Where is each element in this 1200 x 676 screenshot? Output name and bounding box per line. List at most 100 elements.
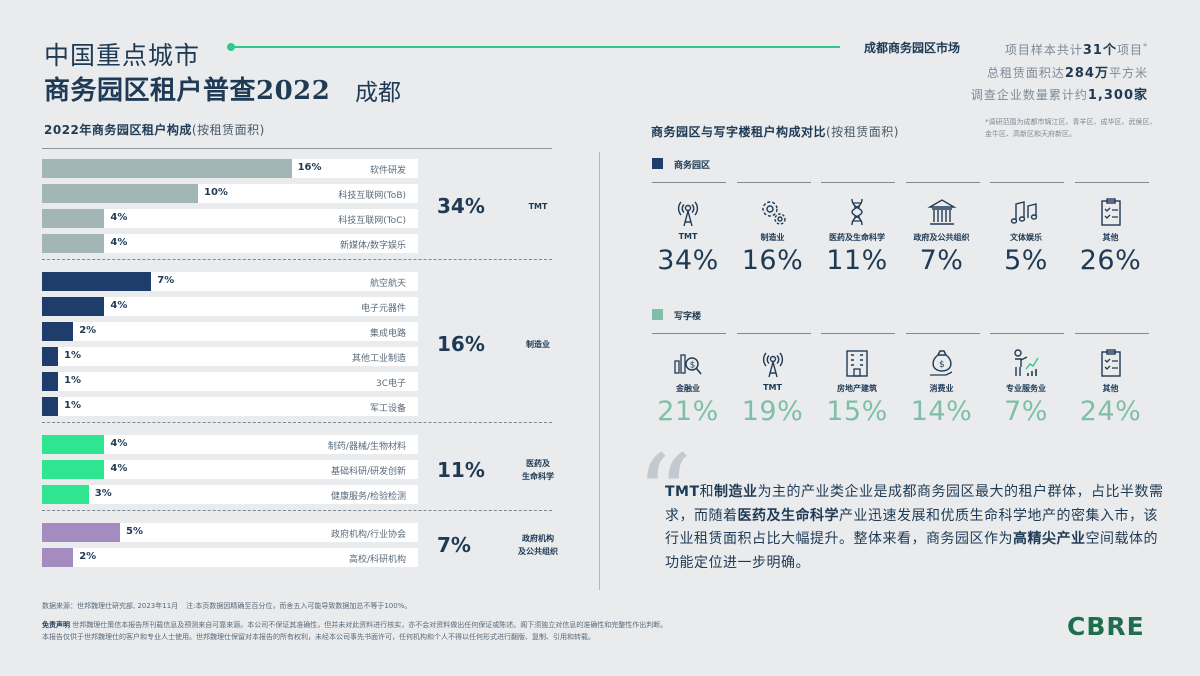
office-legend-swatch xyxy=(652,309,663,320)
bar-category-label: 科技互联网(ToC) xyxy=(338,216,406,226)
bar-value-label: 1% xyxy=(64,350,81,361)
bar-category-label: 科技互联网(ToB) xyxy=(338,191,406,201)
data-source: 数据来源：世邦魏理仕研究部, 2023年11月 xyxy=(42,602,179,610)
cell-top-rule xyxy=(736,182,811,183)
left-chart-rule xyxy=(42,148,552,149)
composition-cell: $ 消费业 14% xyxy=(905,333,980,427)
bar-row: 1% 军工设备 xyxy=(42,397,418,416)
bar-row: 1% 3C电子 xyxy=(42,372,418,391)
bar-value-label: 4% xyxy=(110,463,128,474)
bar xyxy=(42,460,105,479)
vertical-divider xyxy=(599,152,600,590)
composition-cell: 其他 24% xyxy=(1074,333,1149,427)
park-legend-swatch xyxy=(652,158,663,169)
bar-value-label: 4% xyxy=(110,212,128,223)
bar-category-label: 健康服务/检验检测 xyxy=(330,492,406,502)
bar-row: 10% 科技互联网(ToB) xyxy=(42,184,418,203)
cell-label: 医药及生命科学 xyxy=(829,233,885,242)
bar xyxy=(42,234,105,253)
header-line-dot xyxy=(227,43,235,51)
cell-top-rule xyxy=(990,182,1064,183)
cell-label: TMT xyxy=(763,383,782,392)
bar-value-label: 2% xyxy=(79,551,97,562)
clipboard-icon xyxy=(1100,349,1121,377)
bar-category-label: 集成电路 xyxy=(369,329,406,339)
bar-category-label: 制药/器械/生物材料 xyxy=(327,442,406,452)
bar-category-label: 政府机构/行业协会 xyxy=(330,530,406,540)
cell-top-rule xyxy=(821,182,895,183)
group-total-label: 16% xyxy=(437,332,485,356)
composition-cell: TMT 19% xyxy=(736,333,811,427)
bar xyxy=(42,322,74,341)
cell-label: 房地产建筑 xyxy=(837,384,877,393)
composition-cell: 政府及公共组织 7% xyxy=(905,182,980,276)
composition-cell: 房地产建筑 15% xyxy=(821,333,895,427)
group-total-label: 11% xyxy=(437,457,485,482)
cell-top-rule xyxy=(736,333,811,334)
bar-row: 2% 高校/科研机构 xyxy=(42,548,418,567)
cell-percent: 26% xyxy=(1079,245,1142,276)
group-divider xyxy=(42,259,552,260)
cell-top-rule xyxy=(905,333,980,334)
report-title-line1: 中国重点城市 xyxy=(44,41,201,70)
tower-icon xyxy=(762,352,783,378)
bar xyxy=(42,297,105,316)
bar-category-label: 新媒体/数字娱乐 xyxy=(339,241,406,251)
bar-value-label: 10% xyxy=(204,187,228,198)
bar-row: 16% 软件研发 xyxy=(42,159,418,178)
group-name-label: 医药及 生命科学 xyxy=(522,458,554,481)
left-chart-title: 2022年商务园区租户构成(按租赁面积) xyxy=(44,123,265,137)
cell-top-rule xyxy=(905,182,980,183)
right-panel-title: 商务园区与写字楼租户构成对比(按租赁面积) xyxy=(651,125,899,139)
cell-label: 其他 xyxy=(1102,233,1119,242)
cell-top-rule xyxy=(1074,182,1149,183)
cell-label: 金融业 xyxy=(676,384,700,393)
cell-label: 政府及公共组织 xyxy=(913,233,970,242)
government-icon xyxy=(926,199,957,225)
cell-label: 消费业 xyxy=(929,384,954,393)
office-section-label: 写字楼 xyxy=(674,312,702,322)
bar-category-label: 航空航天 xyxy=(369,279,406,289)
bar xyxy=(42,209,105,228)
bar-row: 4% 科技互联网(ToC) xyxy=(42,209,418,228)
bar-row: 4% 电子元器件 xyxy=(42,297,418,316)
bar-value-label: 2% xyxy=(79,325,97,336)
presenter-icon xyxy=(1014,349,1039,376)
bar xyxy=(42,272,152,291)
bar-value-label: 4% xyxy=(110,300,128,311)
stat-projects: 项目样本共计31个项目* xyxy=(1004,42,1148,58)
bar xyxy=(42,347,58,366)
group-divider xyxy=(42,510,552,511)
cell-percent: 24% xyxy=(1079,396,1142,427)
composition-cell: 专业服务业 7% xyxy=(990,333,1064,427)
report-title-line2: 商务园区租户普查2022 xyxy=(44,76,331,106)
cell-percent: 11% xyxy=(826,245,888,276)
bar-value-label: 1% xyxy=(64,400,81,411)
stat-companies: 调查企业数量累计约1,300家 xyxy=(970,88,1148,103)
group-name-label: 制造业 xyxy=(526,339,550,349)
bar xyxy=(42,372,58,391)
composition-cell: TMT 34% xyxy=(652,182,726,276)
stat-area: 总租赁面积达284万平方米 xyxy=(986,66,1148,81)
cell-top-rule xyxy=(1074,333,1149,334)
composition-cell: 文体娱乐 5% xyxy=(990,182,1064,276)
cell-percent: 19% xyxy=(741,396,804,427)
bar-value-label: 4% xyxy=(110,438,128,449)
cell-percent: 7% xyxy=(1004,396,1048,427)
group-divider xyxy=(42,422,552,423)
bar-value-label: 1% xyxy=(64,375,81,386)
music-icon xyxy=(1010,201,1038,224)
disclaimer-line1: 免责声明 世邦魏理仕策信本报告所刊载信息及预测来自可靠来源。本公司不保证其准确性… xyxy=(42,621,668,629)
key-insight-quote: TMT和制造业为主的产业类企业是成都商务园区最大的租户群体，占比半数需求，而随着… xyxy=(665,484,1164,571)
bar-row: 3% 健康服务/检验检测 xyxy=(42,485,418,504)
bar-row: 5% 政府机构/行业协会 xyxy=(42,523,418,542)
group-total-label: 34% xyxy=(437,194,485,218)
svg-text:$: $ xyxy=(690,361,696,371)
composition-cell: 制造业 16% xyxy=(736,182,811,276)
park-section-label: 商务园区 xyxy=(674,161,711,171)
building-icon xyxy=(846,350,868,377)
bar-value-label: 7% xyxy=(157,275,175,286)
bar-category-label: 软件研发 xyxy=(369,166,406,176)
cell-percent: 21% xyxy=(657,396,719,427)
bar xyxy=(42,485,89,504)
